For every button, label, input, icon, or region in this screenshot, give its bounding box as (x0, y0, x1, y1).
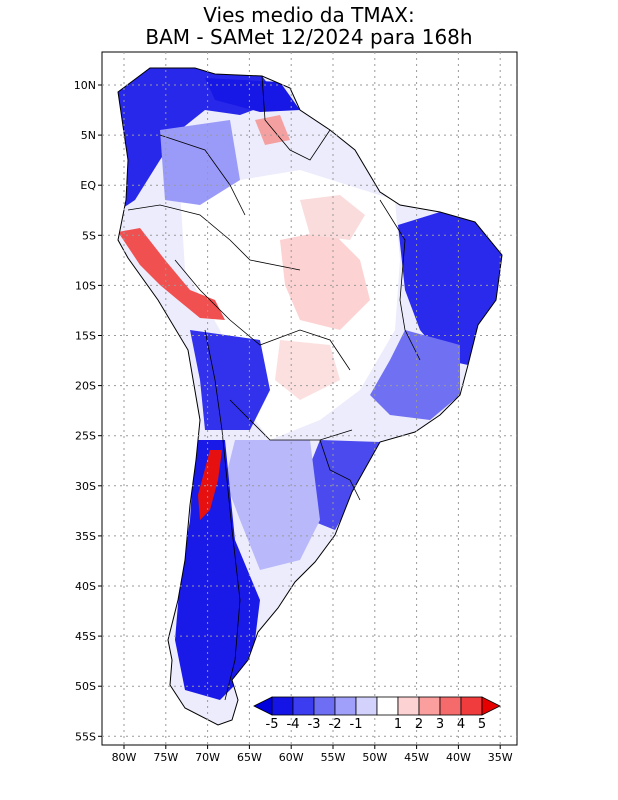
lat-label: 55S (75, 730, 96, 743)
colorbar-label: -5 (266, 717, 279, 732)
cold-region-pampas (225, 440, 320, 570)
lat-label: 5N (81, 129, 96, 142)
lat-label: 15S (75, 330, 96, 343)
lat-label: 50S (75, 680, 96, 693)
colorbar-label: 5 (478, 717, 486, 732)
colorbar-label: 2 (415, 717, 423, 732)
lat-label: 30S (75, 480, 96, 493)
lat-label: 10N (74, 79, 96, 92)
lon-label: 80W (112, 751, 137, 764)
cold-region-venezuela (205, 78, 300, 112)
border-bolivia-brazil (174, 259, 351, 371)
colorbar-bin (271, 696, 294, 716)
colorbar-label: 4 (457, 717, 465, 732)
border-uruguay (319, 439, 361, 501)
lon-label: 40W (446, 751, 471, 764)
colorbar-bin (418, 696, 441, 716)
colorbar-bins (271, 696, 483, 716)
warm-region-central-chile (198, 450, 222, 520)
colorbar-bin (334, 696, 357, 716)
cold-region-northeast-brazil (398, 212, 502, 365)
colorbar-label: 1 (394, 717, 402, 732)
cold-region-south-brazil (300, 440, 380, 530)
longitude-labels: 80W 75W 70W 65W 60W 55W 50W 45W 40W 35W (112, 745, 513, 764)
colorbar-high-arrow (481, 696, 501, 716)
warm-region-peru (118, 228, 225, 320)
lon-label: 50W (362, 751, 387, 764)
colorbar-label: 3 (436, 717, 444, 732)
color-bar: -5 -4 -3 -2 -1 1 2 3 4 5 (253, 696, 501, 732)
latitude-labels: 10N 5N EQ 5S 10S 15S 20S 25S 30S 35S 40S 45S 50S 55S (74, 79, 102, 743)
colorbar-label: -3 (308, 717, 321, 732)
cold-region-east-brazil (370, 330, 460, 420)
lon-label: 75W (153, 751, 178, 764)
coastline (117, 67, 503, 726)
colorbar-label: -1 (350, 717, 363, 732)
country-borders (127, 75, 421, 701)
border-colombia-venezuela (159, 134, 246, 216)
colorbar-bin (460, 696, 483, 716)
border-guianas (261, 75, 331, 161)
lon-label: 65W (237, 751, 262, 764)
colorbar-label: -4 (287, 717, 300, 732)
lat-label: EQ (80, 179, 96, 192)
lon-label: 45W (404, 751, 429, 764)
lon-label: 70W (195, 751, 220, 764)
colorbar-bin (376, 696, 399, 716)
border-chile-argentina (224, 469, 241, 701)
border-brazil-states (379, 199, 421, 361)
lon-label: 35W (488, 751, 513, 764)
cold-region-patagonia (175, 440, 260, 700)
border-chile-bolivia (204, 329, 227, 471)
lat-label: 10S (75, 279, 96, 292)
colorbar-bin (292, 696, 315, 716)
colorbar-bin (439, 696, 462, 716)
colorbar-bin (355, 696, 378, 716)
colorbar-bin (397, 696, 420, 716)
lat-label: 20S (75, 380, 96, 393)
lon-label: 60W (279, 751, 304, 764)
warm-patch-guiana (255, 115, 290, 145)
lat-label: 40S (75, 580, 96, 593)
colorbar-labels: -5 -4 -3 -2 -1 1 2 3 4 5 (266, 717, 487, 732)
map-title-line-1: Vies medio da TMAX: (203, 3, 415, 27)
map-title-line-2: BAM - SAMet 12/2024 para 168h (145, 25, 473, 49)
warm-patch-north (300, 195, 365, 240)
graticule (102, 52, 517, 745)
colorbar-label: -2 (329, 717, 342, 732)
lat-label: 45S (75, 630, 96, 643)
warm-patch-south-central (275, 340, 340, 400)
lat-label: 25S (75, 430, 96, 443)
lat-label: 5S (82, 229, 96, 242)
lon-label: 55W (321, 751, 346, 764)
border-paraguay (229, 399, 353, 441)
warm-patch-central-brazil (280, 230, 370, 330)
lat-label: 35S (75, 530, 96, 543)
border-peru-north (127, 204, 301, 271)
colorbar-bin (313, 696, 336, 716)
